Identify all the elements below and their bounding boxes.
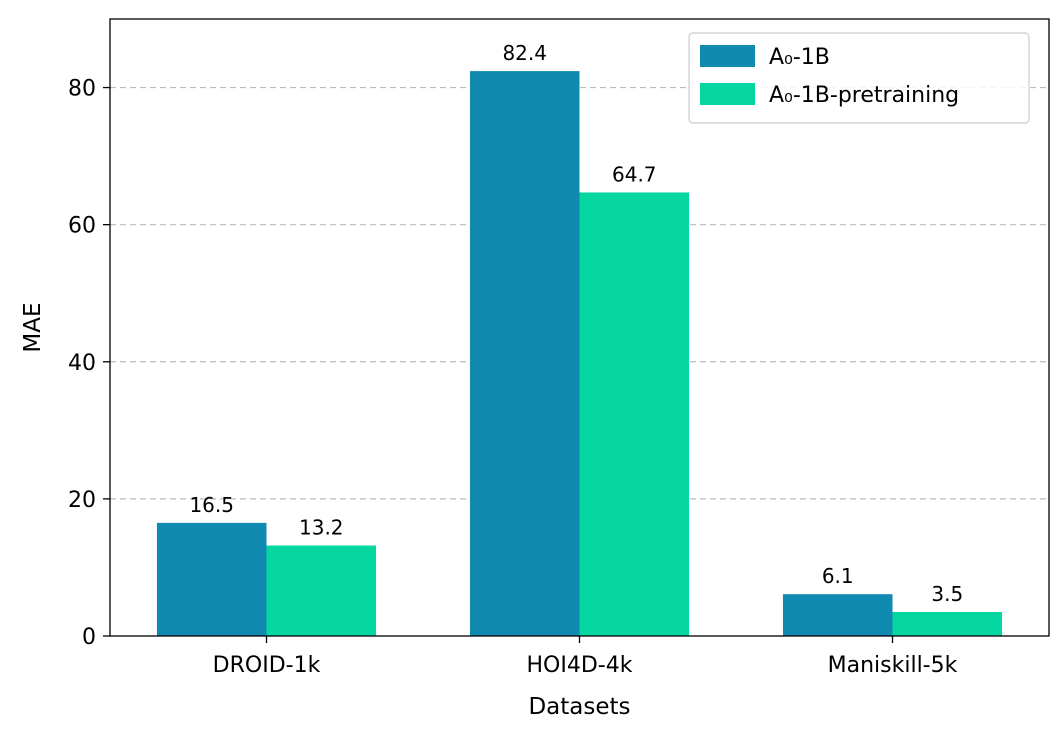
bar-value-label: 82.4 xyxy=(502,41,547,65)
x-tick-label: DROID-1k xyxy=(213,653,321,678)
y-tick-label: 40 xyxy=(68,351,96,376)
bar xyxy=(469,71,580,636)
y-tick-label: 80 xyxy=(68,77,96,102)
y-axis-ticks: 0 20 40 60 80 xyxy=(68,77,110,650)
bars xyxy=(156,71,1003,636)
bar-value-label: 13.2 xyxy=(299,516,344,540)
bar-value-label: 64.7 xyxy=(612,162,657,186)
x-axis-label: Datasets xyxy=(528,694,630,720)
bar-value-label: 3.5 xyxy=(931,582,963,606)
bar-value-label: 6.1 xyxy=(822,564,854,588)
y-tick-label: 60 xyxy=(68,214,96,239)
bar xyxy=(156,522,267,636)
legend-label-a0-1b-pretraining: A₀-1B-pretraining xyxy=(769,83,959,108)
legend: A₀-1B A₀-1B-pretraining xyxy=(688,32,1030,124)
y-axis-label: MAE xyxy=(20,302,46,352)
y-tick-label: 20 xyxy=(68,488,96,513)
y-tick-label: 0 xyxy=(82,625,96,650)
bar xyxy=(266,545,377,636)
bar xyxy=(579,192,690,636)
legend-box xyxy=(688,32,1030,124)
bar xyxy=(782,594,893,636)
x-axis-ticks: DROID-1k HOI4D-4k Maniskill-5k xyxy=(213,636,958,678)
bar-value-labels: 16.5 13.2 82.4 64.7 6.1 3.5 xyxy=(189,41,963,606)
x-tick-label: Maniskill-5k xyxy=(828,653,958,678)
bar xyxy=(892,612,1003,636)
x-tick-label: HOI4D-4k xyxy=(527,653,633,678)
bar-value-label: 16.5 xyxy=(189,493,234,517)
legend-swatch-a0-1b xyxy=(700,45,755,67)
legend-swatch-a0-1b-pretraining xyxy=(700,83,755,105)
legend-label-a0-1b: A₀-1B xyxy=(769,45,830,70)
